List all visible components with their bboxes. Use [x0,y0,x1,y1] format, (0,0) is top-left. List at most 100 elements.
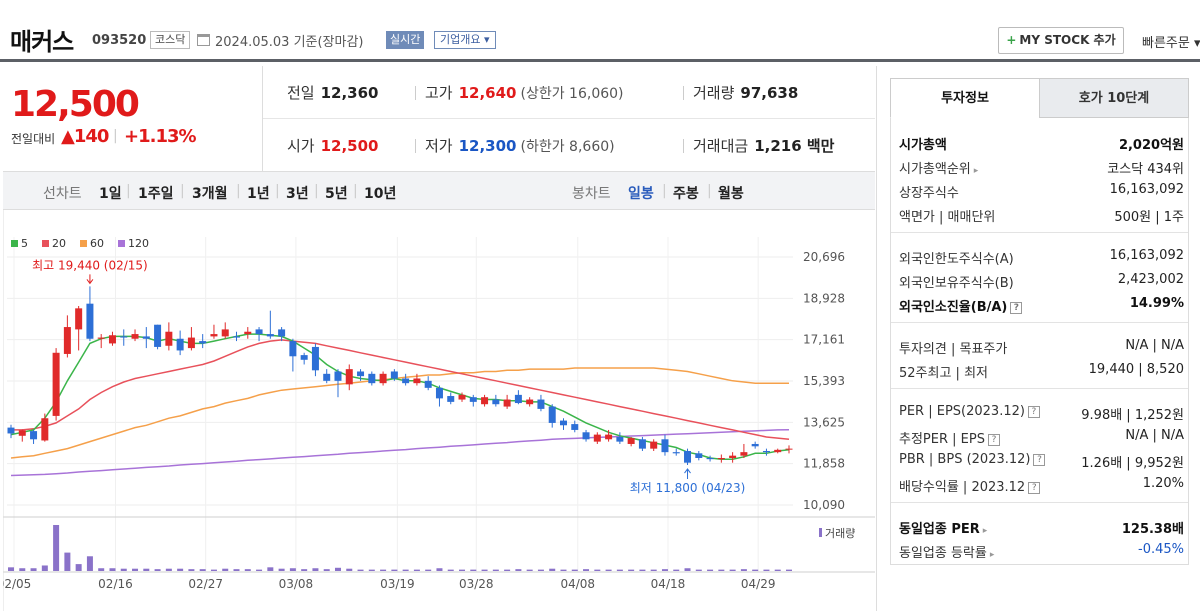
divider: | [236,183,241,199]
volume-bar [560,569,567,571]
candle-body [548,406,556,423]
period-1w[interactable]: 1주일 [138,186,174,202]
info-value: 16,163,092 [1109,248,1184,263]
period-1d[interactable]: 1일 [99,186,122,202]
info-divider [891,388,1188,389]
info-row: 투자의견 | 목표주가 N/A | N/A [899,336,1184,358]
period-bar: 선차트 1일 | 1주일 | 3개월 | 1년 | 3년 | 5년 | 10년 … [3,172,875,210]
info-label: 외국인한도주식수(A) [899,252,1014,267]
divider [415,86,416,100]
volume-bar [718,569,725,571]
candle-body [537,399,545,409]
candle-body [729,455,737,459]
info-row: 시가총액 2,020억원 [899,132,1184,154]
x-tick-label: 02/27 [188,577,223,591]
info-value: 1.20% [1142,476,1184,491]
volume-bar [402,569,409,571]
y-tick-label: 15,393 [803,374,845,388]
volume-bar [763,569,770,571]
help-icon[interactable]: ? [1028,481,1041,494]
divider: | [707,183,712,199]
help-icon[interactable]: ? [1033,453,1046,466]
x-tick-label: 02/16 [98,577,133,591]
volume-bar [154,569,161,571]
candle-body [435,387,443,399]
ma120-line [10,428,790,477]
volume-bar [459,569,466,571]
candle-weekly[interactable]: 주봉 [673,186,699,202]
candle-body [165,331,173,346]
price-chart[interactable]: 20,696 18,928 17,161 15,393 13,625 11,858 10,0… [3,210,875,611]
info-row[interactable]: 시가총액순위 ▸ 코스닥 434위 [899,156,1184,178]
candle-body [278,329,286,337]
volume-bar [752,569,759,571]
help-icon[interactable]: ? [1010,301,1023,314]
volume-bar [729,569,736,571]
tab-investment-info[interactable]: 투자정보 [890,78,1040,118]
arrow-up-icon [684,468,691,474]
candle-body [255,329,263,335]
candle-body [413,378,421,384]
volume-bar [289,568,296,571]
period-10y[interactable]: 10년 [364,186,397,202]
quote-row-2: 시가 12,500 저가 12,300 (하한가 8,660) 거래대금 1,216 백… [263,119,875,172]
company-overview-dropdown[interactable]: 기업개요 ▾ [434,31,496,49]
help-icon[interactable]: ? [987,433,1000,446]
candle-body [266,334,274,337]
info-row[interactable]: 동일업종 등락률 ▸ -0.45% [899,540,1184,562]
info-value: 500원 | 1주 [1114,210,1184,225]
candle-body [311,346,319,371]
legend-label: 60 [90,237,104,250]
volume-bar [526,569,533,571]
stock-name: 매커스 [10,28,74,56]
tab-orderbook-10[interactable]: 호가 10단계 [1039,78,1189,118]
help-icon[interactable]: ? [1027,405,1040,418]
period-1y[interactable]: 1년 [247,186,270,202]
period-3m[interactable]: 3개월 [192,186,228,202]
info-label: 시가총액순위 ▸ [899,162,979,177]
period-3y[interactable]: 3년 [286,186,309,202]
candle-daily[interactable]: 일봉 [628,186,654,202]
chevron-right-icon: ▸ [982,526,988,536]
info-value: 1.26배 | 9,952원 [1081,456,1184,471]
info-value: N/A | N/A [1125,338,1184,353]
realtime-button[interactable]: 실시간 [386,31,425,49]
info-value: 2,423,002 [1117,272,1184,287]
info-row: 외국인보유주식수(B) 2,423,002 [899,270,1184,292]
volume-bar [583,569,590,571]
candle-body [503,399,511,407]
candle-body [120,336,128,338]
info-row: 외국인소진율(B/A)? 14.99% [899,294,1184,316]
x-tick-label: 03/08 [279,577,314,591]
candle-body [458,394,466,400]
candle-body [199,341,207,344]
candle-body [176,338,184,351]
candle-monthly[interactable]: 월봉 [718,186,744,202]
info-value: 125.38배 [1121,522,1184,537]
candle-body [154,324,162,347]
y-tick-label: 20,696 [803,250,845,264]
high-price: 고가 12,640 (상한가 16,060) [425,84,624,102]
info-label: 외국인보유주식수(B) [899,276,1014,291]
volume-bar [515,569,522,571]
info-label: 52주최고 | 최저 [899,366,988,381]
volume-bar [188,569,195,571]
volume-bar [177,568,184,571]
volume-bar [707,569,714,571]
info-table: 시가총액 2,020억원 시가총액순위 ▸ 코스닥 434위 상장주식수 16,163,09… [890,118,1189,565]
candle-body [390,371,398,379]
candle-body [334,371,342,381]
quick-order-dropdown[interactable]: 빠른주문 ▾ [1142,36,1200,51]
add-mystock-button[interactable]: + MY STOCK 추가 [998,27,1124,54]
period-5y[interactable]: 5년 [325,186,348,202]
info-row: PER | EPS(2023.12)? 9.98배 | 1,252원 [899,402,1184,424]
candle-body [559,420,567,426]
volume-bar [132,568,139,571]
quote-row-1: 전일 12,360 고가 12,640 (상한가 16,060) 거래량 97,638 [263,66,875,119]
diff-label: 전일대비 [11,132,56,146]
x-tick-label: 04/29 [741,577,776,591]
info-row[interactable]: 동일업종 PER ▸ 125.38배 [899,516,1184,538]
volume-bar [30,568,37,571]
info-row: 상장주식수 16,163,092 [899,180,1184,202]
calendar-icon [197,34,210,46]
